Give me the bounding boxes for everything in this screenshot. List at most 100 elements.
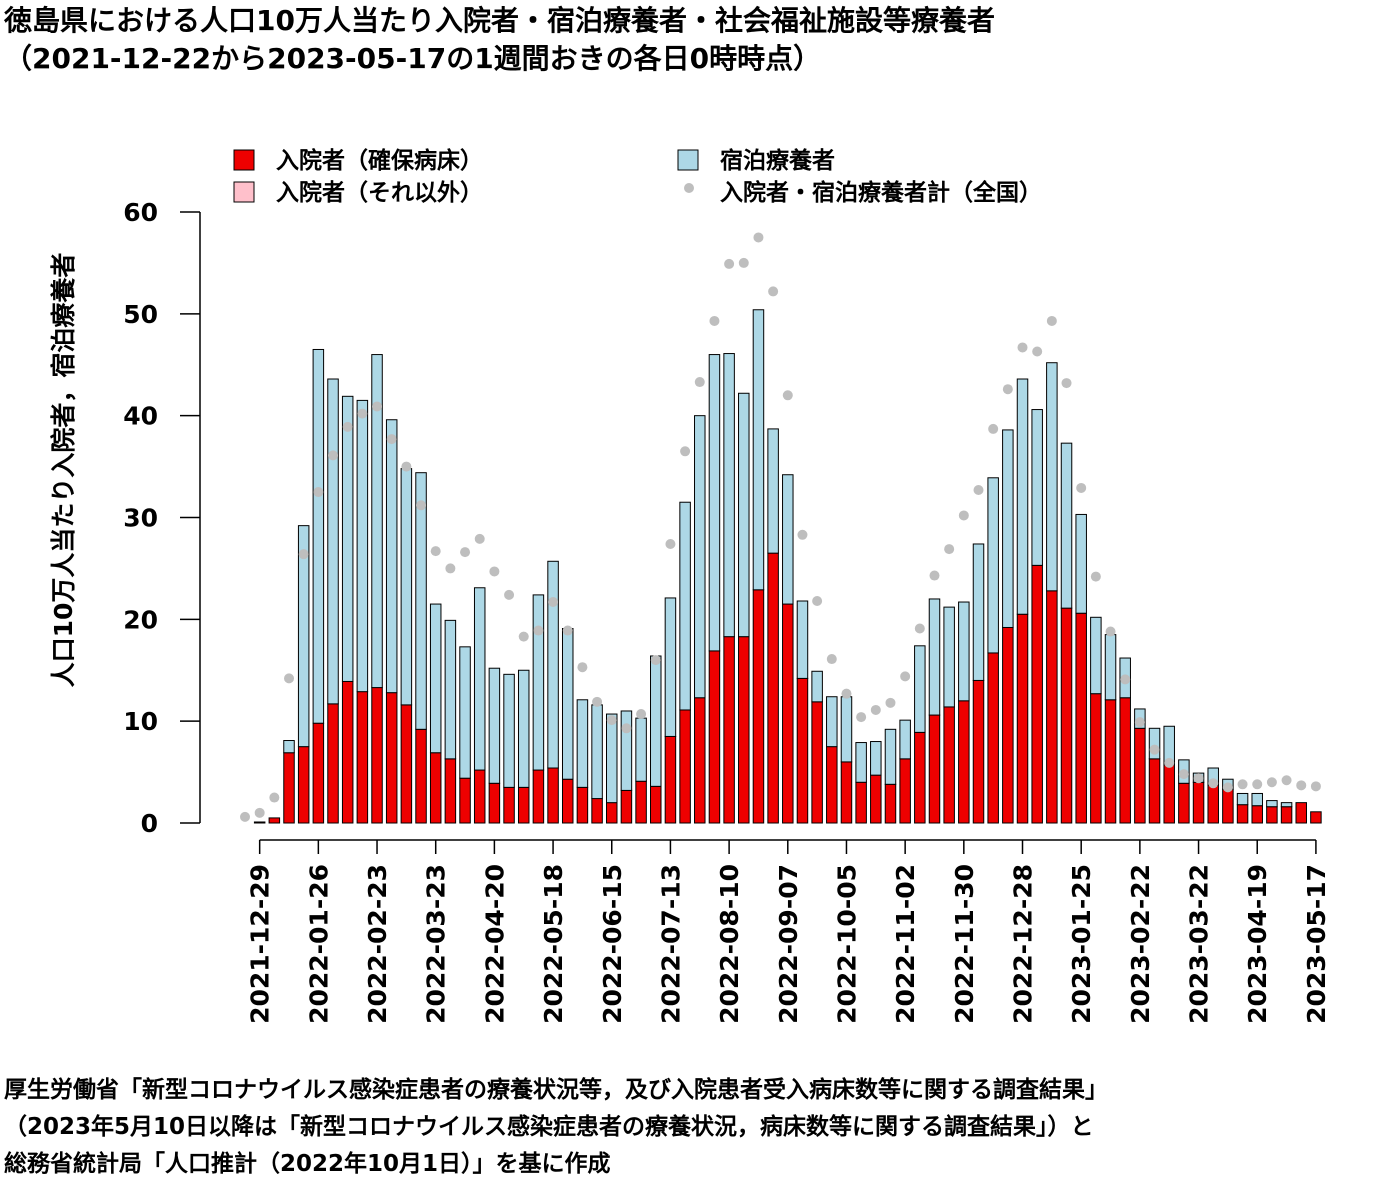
bar-lodging	[884, 728, 897, 785]
x-tick-label: 2023-05-17	[1302, 864, 1331, 1024]
bar-hospital-secured	[1222, 788, 1234, 824]
bar-lodging	[1090, 616, 1102, 695]
bar-lodging	[679, 501, 691, 711]
bar-hospital-secured	[855, 781, 867, 824]
bar-lodging	[385, 419, 398, 694]
national-point	[372, 401, 383, 412]
national-point	[1002, 384, 1013, 395]
bar-hospital-secured	[914, 731, 926, 824]
bar-lodging	[473, 587, 486, 771]
national-point	[856, 712, 867, 723]
national-point	[621, 723, 632, 734]
national-point	[386, 434, 397, 445]
x-tick-label: 2022-09-07	[774, 864, 803, 1024]
bar-hospital-secured	[840, 761, 853, 824]
bar-hospital-secured	[1016, 613, 1029, 824]
bar-hospital-secured	[503, 786, 515, 824]
bar-lodging	[591, 704, 603, 800]
chart: 入院者（確保病床） 入院者（それ以外） 宿泊療養者 入院者・宿泊療養者計（全国）…	[49, 147, 1331, 1024]
bar-lodging	[1060, 442, 1073, 609]
bar-hospital-secured	[327, 703, 339, 824]
x-tick-label: 2022-06-15	[598, 864, 627, 1024]
bar-lodging	[635, 717, 647, 782]
bar-hospital-secured	[679, 709, 691, 824]
bar-lodging	[371, 354, 383, 689]
national-point	[694, 377, 705, 388]
y-tick-label: 30	[123, 504, 158, 533]
source-line3: 総務省統計局「人口推計（2022年10月1日）」を基に作成	[4, 1151, 611, 1177]
national-point	[797, 529, 808, 540]
national-point	[328, 450, 339, 461]
legend: 入院者（確保病床） 入院者（それ以外） 宿泊療養者 入院者・宿泊療養者計（全国）	[233, 147, 1042, 206]
national-point	[680, 446, 691, 457]
national-point	[357, 408, 368, 419]
y-tick-label: 60	[123, 198, 158, 227]
bar-hospital-secured	[371, 687, 383, 824]
bar-hospital-secured	[767, 552, 779, 824]
bar-hospital-secured	[561, 778, 574, 824]
x-tick-label: 2022-01-26	[304, 864, 333, 1024]
bar-hospital-secured	[826, 746, 838, 824]
national-point	[504, 589, 515, 600]
national-point	[738, 257, 749, 268]
national-point	[929, 570, 940, 581]
y-tick-label: 50	[123, 300, 158, 329]
bar-hospital-secured	[1060, 607, 1073, 824]
national-point	[548, 597, 559, 608]
x-tick-label: 2022-02-23	[363, 864, 392, 1024]
x-tick-label: 2022-05-18	[539, 864, 568, 1024]
x-tick-label: 2022-03-23	[422, 864, 451, 1024]
x-tick-label: 2022-11-02	[891, 864, 920, 1024]
bar-lodging	[782, 474, 794, 605]
national-point	[240, 811, 250, 822]
bar-lodging	[694, 415, 706, 699]
national-point	[1281, 775, 1292, 786]
chart-title-line2: （2021-12-22から2023-05-17の1週間おきの各日0時時点）	[4, 42, 822, 75]
x-tick-label: 2022-11-30	[950, 864, 979, 1024]
bar-hospital-secured	[283, 752, 295, 824]
bar-lodging	[723, 353, 735, 638]
bar-hospital-secured	[899, 758, 911, 824]
bar-hospital-secured	[1310, 811, 1322, 824]
national-point	[460, 547, 471, 558]
bar-hospital-secured	[341, 680, 354, 824]
legend-label-national: 入院者・宿泊療養者計（全国）	[720, 179, 1042, 206]
bar-lodging	[855, 742, 867, 783]
bar-lodging	[914, 645, 926, 733]
bar-lodging	[1104, 634, 1117, 701]
national-point	[1193, 773, 1204, 784]
national-point	[533, 625, 544, 636]
bar-lodging	[987, 477, 999, 654]
national-point	[489, 566, 500, 577]
bar-lodging	[283, 740, 295, 754]
bar-lodging	[444, 619, 457, 760]
bar-hospital-secured	[444, 758, 457, 824]
bar-hospital-secured	[796, 677, 809, 824]
national-point	[665, 538, 676, 549]
bar-hospital-secured	[297, 746, 310, 824]
bar-hospital-secured	[972, 679, 985, 824]
bar-lodging	[517, 669, 530, 788]
national-point	[298, 549, 309, 560]
bar-hospital-secured	[547, 767, 559, 824]
national-point	[401, 461, 412, 472]
bar-hospital-secured	[1031, 564, 1043, 824]
national-point	[1105, 626, 1116, 637]
bar-hospital-secured	[488, 782, 501, 824]
source-note: 厚生労働省「新型コロナウイルス感染症患者の療養状況等，及び入院患者受入病床数等に…	[4, 1072, 1108, 1183]
x-tick-label: 2022-04-20	[480, 864, 509, 1024]
bar-hospital-secured	[253, 821, 266, 824]
y-tick-label: 0	[141, 809, 158, 838]
bar-lodging	[752, 309, 765, 591]
legend-label-hospital-other: 入院者（それ以外）	[276, 179, 483, 206]
national-point	[1310, 781, 1321, 792]
bar-lodging	[1046, 362, 1058, 592]
x-tick-label: 2023-01-25	[1067, 864, 1096, 1024]
bar-hospital-secured	[870, 774, 882, 824]
bar-hospital-secured	[1119, 697, 1131, 824]
x-tick-label: 2022-08-10	[715, 864, 744, 1024]
bar-lodging	[738, 392, 750, 638]
national-point	[768, 286, 779, 297]
x-axis: 2021-12-29 2022-01-26 2022-02-23 2022-03-23…	[246, 839, 1331, 1024]
bar-lodging	[928, 598, 941, 716]
